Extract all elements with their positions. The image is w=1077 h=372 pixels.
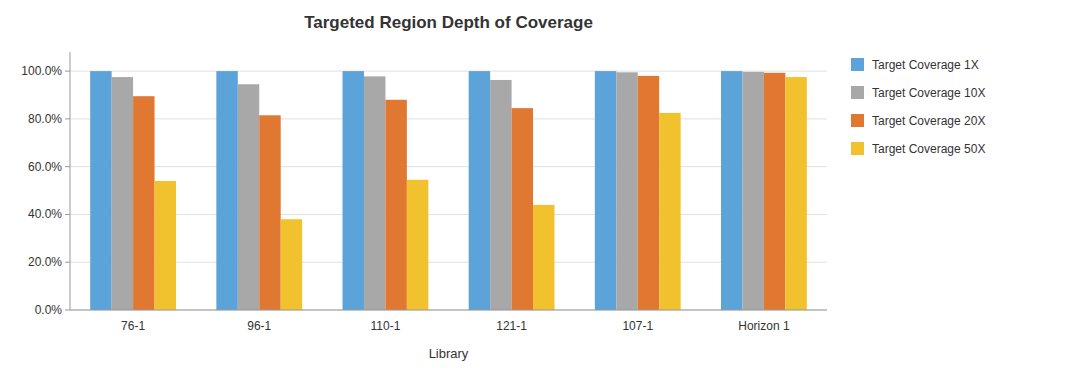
legend-swatch — [851, 58, 864, 71]
grid — [70, 71, 827, 310]
y-tick — [65, 118, 70, 119]
bar — [364, 76, 385, 310]
grid-line — [70, 262, 827, 263]
grid-line — [70, 310, 827, 311]
bar — [259, 115, 280, 310]
bar — [385, 100, 406, 310]
bar — [533, 205, 554, 310]
bars — [90, 71, 807, 310]
y-tick-label: 0.0% — [35, 303, 63, 317]
bar — [238, 84, 259, 310]
x-tick-label: 96-1 — [247, 319, 271, 333]
bar — [764, 73, 785, 310]
y-tick — [65, 71, 70, 72]
bar — [343, 71, 364, 310]
y-axis-line — [70, 52, 71, 310]
legend-label: Target Coverage 10X — [872, 86, 985, 100]
bar — [155, 181, 176, 310]
bar — [469, 71, 490, 310]
legend: Target Coverage 1X Target Coverage 10X Tar… — [851, 58, 985, 156]
legend-label: Target Coverage 50X — [872, 142, 985, 156]
y-tick-label: 60.0% — [28, 160, 62, 174]
legend-label: Target Coverage 20X — [872, 114, 985, 128]
y-tick-label: 100.0% — [21, 64, 62, 78]
y-axis: 0.0% 20.0% 40.0% 60.0% 80.0% 100.0% — [21, 64, 70, 317]
bar — [616, 72, 637, 310]
bar — [638, 76, 659, 310]
bar — [742, 72, 763, 310]
chart-title: Targeted Region Depth of Coverage — [304, 13, 593, 32]
bar — [595, 71, 616, 310]
legend-swatch — [851, 86, 864, 99]
grid-line — [70, 166, 827, 167]
legend-label: Target Coverage 1X — [872, 58, 979, 72]
x-tick-label: 107-1 — [622, 319, 653, 333]
bar — [407, 180, 428, 310]
bar — [133, 96, 154, 310]
y-tick — [65, 262, 70, 263]
bar — [281, 219, 302, 310]
y-tick-label: 20.0% — [28, 255, 62, 269]
grid-line — [70, 71, 827, 72]
bar — [512, 108, 533, 310]
y-tick-label: 40.0% — [28, 207, 62, 221]
y-tick — [65, 214, 70, 215]
y-tick — [65, 310, 70, 311]
bar — [216, 71, 237, 310]
grid-line — [70, 118, 827, 119]
x-axis-line — [70, 310, 827, 311]
bar — [90, 71, 111, 310]
legend-swatch — [851, 114, 864, 127]
bar — [785, 77, 806, 310]
legend-swatch — [851, 142, 864, 155]
x-tick-label: Horizon 1 — [738, 319, 790, 333]
y-tick — [65, 166, 70, 167]
y-tick-label: 80.0% — [28, 112, 62, 126]
x-tick-label: 121-1 — [496, 319, 527, 333]
x-axis: 76-1 96-1 110-1 121-1 107-1 Horizon 1 — [121, 319, 790, 333]
x-axis-label: Library — [429, 346, 469, 361]
bar — [721, 71, 742, 310]
x-tick-label: 110-1 — [371, 319, 401, 333]
chart-svg: Targeted Region Depth of Coverage 0.0% 20.… — [0, 0, 1077, 372]
chart-container: Targeted Region Depth of Coverage 0.0% 20.… — [0, 0, 1077, 372]
bar — [490, 80, 511, 310]
x-tick-label: 76-1 — [121, 319, 145, 333]
bar — [112, 77, 133, 310]
grid-line — [70, 214, 827, 215]
bar — [659, 113, 680, 310]
